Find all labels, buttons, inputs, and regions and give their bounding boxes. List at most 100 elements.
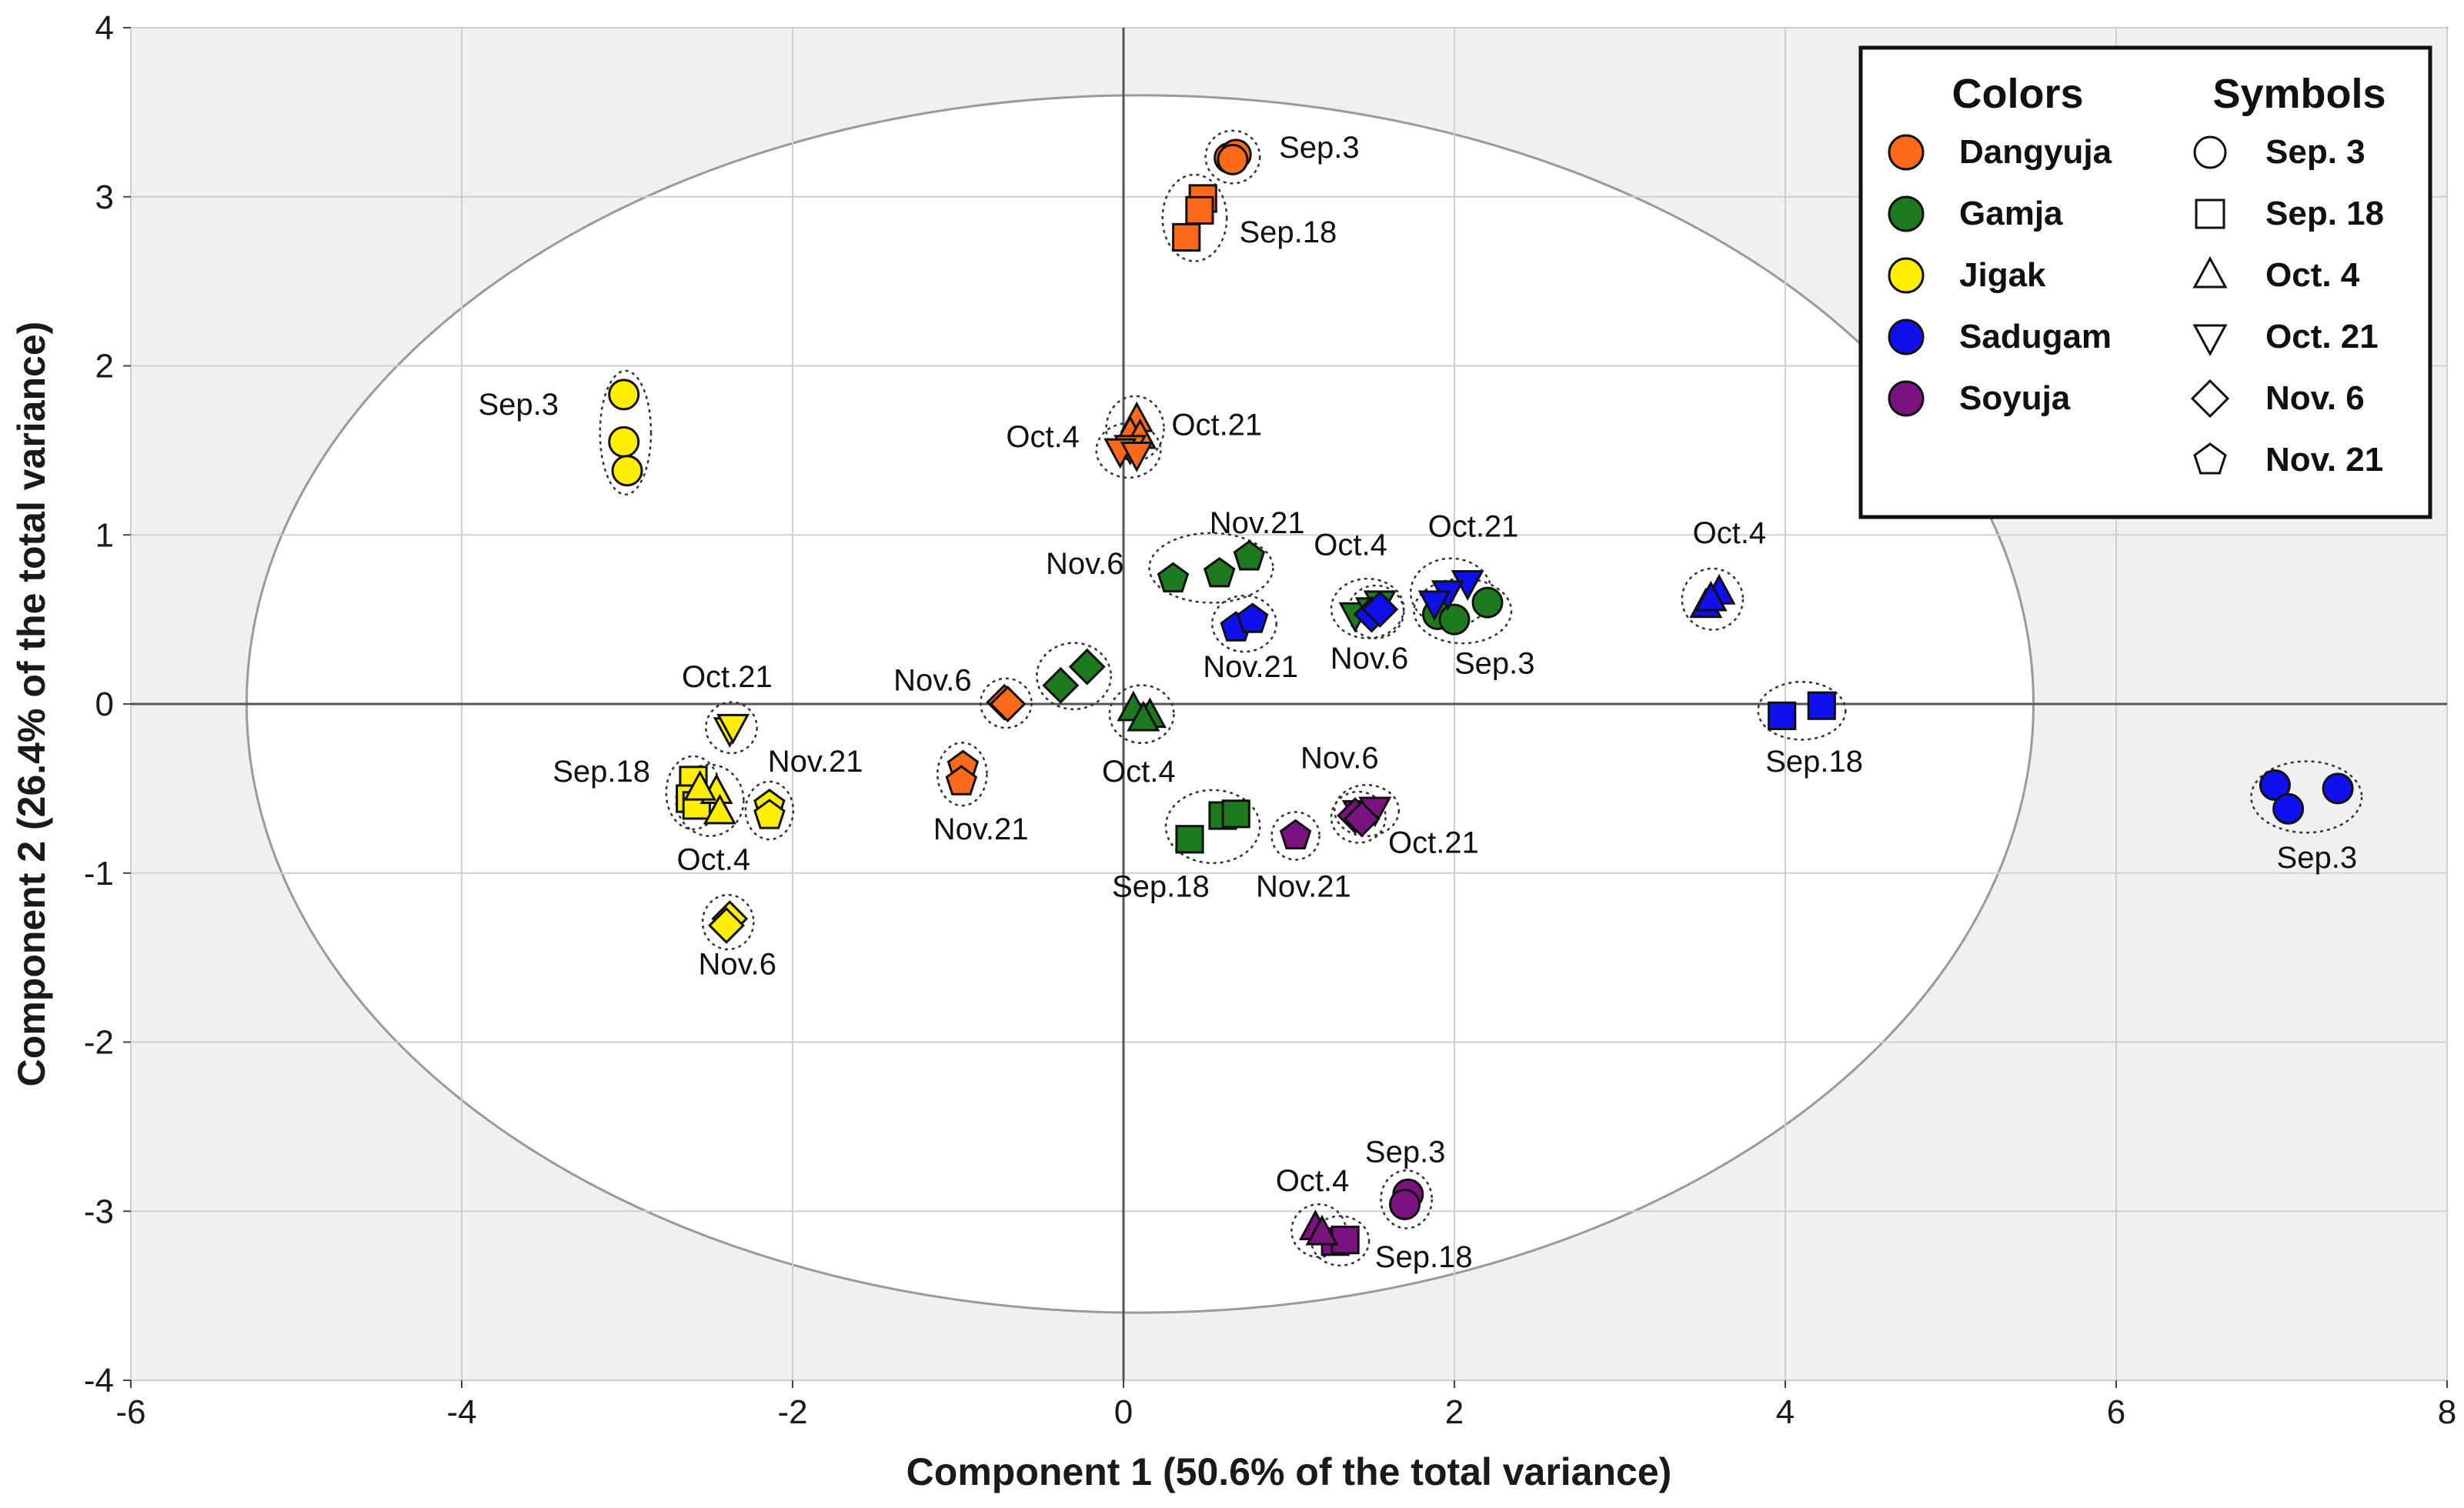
legend-symbol-label: Nov. 21 (2265, 441, 2383, 479)
data-point-marker (753, 799, 786, 829)
point-annotation: Oct.4 (1693, 516, 1767, 550)
cluster-outline (1105, 395, 1165, 462)
data-markers (608, 138, 2354, 1256)
data-point-marker (708, 906, 745, 944)
data-point-marker (1438, 603, 1471, 636)
cluster-outline (599, 369, 653, 495)
legend-symbol-label: Oct. 4 (2265, 256, 2360, 294)
data-point-marker (1330, 1226, 1360, 1255)
point-annotation: Nov.6 (893, 663, 972, 697)
x-tick-label: 8 (2438, 1393, 2456, 1431)
data-point-marker (1233, 540, 1266, 571)
point-annotation: Oct.4 (1314, 529, 1387, 562)
legend-color-label: Sadugam (1959, 318, 2112, 355)
legend-color-label: Soyuja (1959, 379, 2071, 417)
cluster-outline (1210, 594, 1277, 653)
data-point-marker (1236, 602, 1269, 633)
point-annotation: Nov.21 (933, 812, 1029, 846)
x-tick-label: 0 (1114, 1393, 1133, 1431)
cluster-outline (744, 780, 795, 841)
cluster-outline (1334, 783, 1401, 837)
cluster-outline (1164, 789, 1261, 865)
cluster-outline (675, 763, 745, 837)
cluster-outline (705, 701, 758, 755)
data-point-marker (1217, 143, 1249, 175)
x-tick-label: 6 (2107, 1393, 2125, 1431)
point-annotation: Nov.6 (698, 948, 776, 982)
legend-symbol-label: Nov. 6 (2265, 379, 2365, 417)
data-point-marker (1694, 580, 1728, 612)
legend-color-label: Dangyuja (1959, 133, 2112, 171)
y-tick-label: 3 (95, 178, 114, 216)
y-tick-label: -3 (84, 1193, 114, 1230)
data-point-marker (611, 455, 643, 487)
data-point-marker (2259, 769, 2291, 801)
data-point-marker (716, 713, 750, 745)
point-annotation: Nov.21 (1210, 506, 1305, 540)
data-point-marker (1305, 1214, 1339, 1246)
cluster-outline (1270, 811, 1320, 861)
point-annotation: Oct.21 (1171, 409, 1262, 442)
point-annotation: Sep.3 (1279, 131, 1360, 165)
data-point-marker (1127, 700, 1160, 732)
y-axis-title: Component 2 (26.4% of the total variance… (10, 322, 53, 1087)
cluster-outline (1413, 577, 1513, 645)
x-tick-label: -2 (777, 1393, 807, 1431)
cluster-outline (1757, 680, 1847, 741)
data-point-marker (1343, 800, 1381, 838)
data-point-marker (1417, 590, 1451, 622)
cluster-outline (1036, 642, 1112, 711)
legend-color-entries: Dangyuja Gamja Jigak Sadugam Soyuja (1888, 133, 2112, 417)
point-annotation: Sep.18 (1112, 870, 1210, 904)
point-annotation: Sep.18 (1765, 745, 1863, 779)
legend-symbol-label: Sep. 3 (2265, 133, 2366, 171)
data-point-marker (989, 686, 1027, 722)
data-point-marker (1279, 819, 1312, 850)
data-point-marker (1157, 562, 1190, 593)
x-axis-title: Component 1 (50.6% of the total variance… (906, 1450, 1672, 1493)
point-annotation: Sep.18 (1375, 1240, 1473, 1274)
data-point-marker (608, 379, 640, 411)
legend-symbol-label: Oct. 21 (2265, 318, 2379, 355)
legend-color-swatch (1888, 319, 1925, 355)
cluster-outline (701, 893, 755, 951)
point-annotation: Oct.4 (1102, 755, 1176, 789)
legend-color-swatch (1888, 195, 1925, 232)
data-point-marker (1120, 442, 1154, 472)
point-annotation: Sep.18 (553, 755, 650, 789)
legend-symbols-title: Symbols (2212, 71, 2386, 117)
y-tick-label: 2 (95, 348, 114, 385)
y-tick-label: 4 (95, 9, 114, 47)
legend-colors-title: Colors (1952, 71, 2083, 117)
point-annotation: Oct.4 (1006, 420, 1080, 454)
cluster-outline (2250, 760, 2363, 834)
cluster-outline (1161, 173, 1228, 262)
legend-symbol-label: Sep. 18 (2265, 195, 2384, 232)
legend-symbol-swatch (2195, 199, 2225, 229)
point-annotation: Oct.21 (1388, 826, 1479, 859)
legend-color-swatch (1888, 134, 1925, 171)
data-point-marker (1221, 799, 1250, 829)
point-annotation: Sep.18 (1240, 215, 1337, 249)
data-point-marker (703, 793, 736, 825)
point-annotation: Oct.21 (1428, 509, 1519, 543)
point-annotation: Nov.6 (1330, 642, 1409, 676)
cluster-outline (1681, 567, 1744, 631)
point-annotation: Nov.6 (1300, 742, 1379, 776)
legend-symbol-entries: Sep. 3 Sep. 18 Oct. 4 Oct. 21 Nov. 6 Nov. 21 (2190, 133, 2384, 479)
data-point-marker (945, 765, 978, 796)
legend-box (1858, 45, 2432, 519)
point-annotation: Oct.4 (1276, 1164, 1350, 1198)
y-tick-label: -4 (84, 1362, 114, 1400)
data-point-marker (608, 425, 640, 458)
point-annotations: Sep.3 Sep.18 Sep.3 Oct.4 Oct.21 Nov.21 Oct.4 Oc… (479, 131, 2358, 1274)
legend-color-swatch (1888, 257, 1925, 294)
data-point-marker (1389, 1188, 1421, 1220)
legend-color-swatch (1888, 380, 1925, 417)
x-tick-label: -6 (115, 1393, 145, 1431)
cluster-outline (979, 677, 1033, 729)
data-point-marker (1768, 701, 1797, 730)
data-point-marker (683, 769, 717, 801)
